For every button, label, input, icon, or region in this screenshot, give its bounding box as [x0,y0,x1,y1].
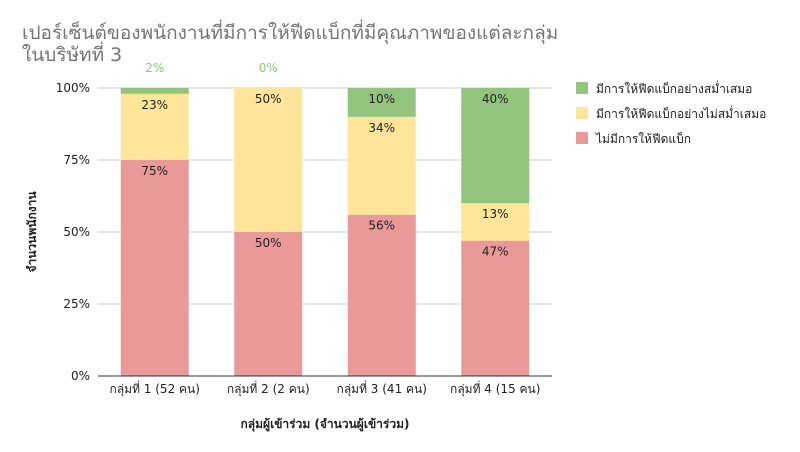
data-label: 2% [145,61,164,75]
bar-segment [120,93,189,160]
data-label: 23% [141,98,168,112]
bar-segment [347,88,416,117]
data-label: 75% [141,164,168,178]
bar-segment [461,240,530,376]
bar-segment [461,203,530,241]
y-tick-label: 0% [71,369,90,383]
bar-segment [461,88,530,204]
bar-segment [120,88,189,94]
x-tick-label: กลุ่มที่ 2 (2 คน) [227,380,310,397]
data-label: 10% [368,92,395,106]
legend-swatch [576,82,588,94]
y-tick-label: 100% [56,81,90,95]
data-label: 50% [255,236,282,250]
data-label: 50% [255,92,282,106]
x-tick-label: กลุ่มที่ 3 (41 คน) [337,380,427,397]
y-tick-label: 75% [63,153,90,167]
data-label: 47% [482,245,509,259]
y-axis-title: จำนวนพนักงาน [25,191,39,273]
chart-title-line-1: เปอร์เซ็นต์ของพนักงานที่มีการให้ฟีดแบ็กท… [22,22,559,44]
x-tick-label: กลุ่มที่ 4 (15 คน) [450,380,540,397]
data-label: 40% [482,92,509,106]
bar-segment [234,232,303,376]
x-axis-title: กลุ่มผู้เข้าร่วม (จำนวนผู้เข้าร่วม) [241,417,410,432]
legend-label: มีการให้ฟีดแบ็กอย่างไม่สม่ำเสมอ [596,105,766,121]
x-tick-label: กลุ่มที่ 1 (52 คน) [110,380,200,397]
data-label: 56% [368,219,395,233]
chart-title: เปอร์เซ็นต์ของพนักงานที่มีการให้ฟีดแบ็กท… [22,22,662,66]
data-label: 34% [368,121,395,135]
y-tick-label: 25% [63,297,90,311]
legend-label: ไม่มีการให้ฟีดแบ็ก [595,131,691,146]
bar-segment [347,116,416,215]
legend-swatch [576,132,588,144]
legend-swatch [576,107,588,119]
data-label: 13% [482,207,509,221]
y-tick-label: 50% [63,225,90,239]
data-label: 0% [259,61,278,75]
chart-title-line-2: ในบริษัทที่ 3 [22,44,123,66]
bar-segment [120,160,189,376]
bar-segment [234,88,303,232]
bar-segment [347,214,416,376]
legend-label: มีการให้ฟีดแบ็กอย่างสม่ำเสมอ [596,80,752,96]
